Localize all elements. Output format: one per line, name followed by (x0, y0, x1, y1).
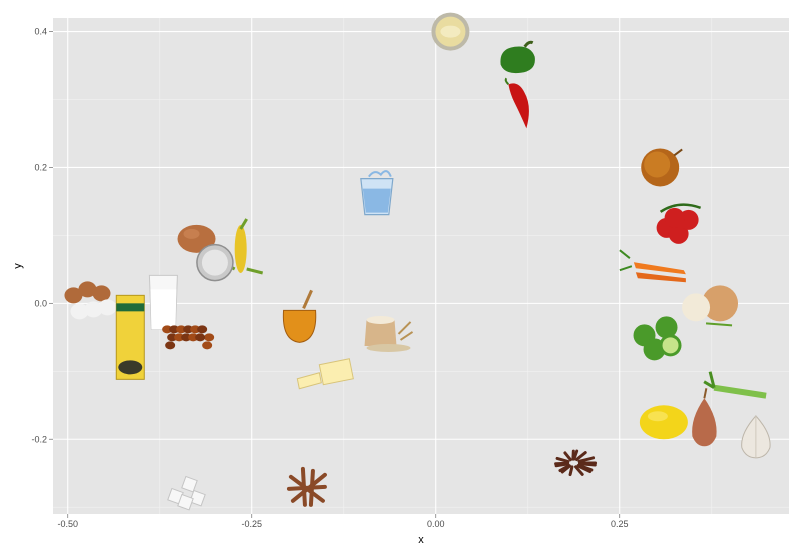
onions-marker (682, 285, 739, 327)
water-glass-marker (360, 170, 394, 216)
egg-marker (177, 224, 216, 253)
shallot-marker (692, 388, 717, 447)
x-tick-label: -0.25 (241, 519, 262, 529)
major-gridlines (53, 18, 789, 514)
celery-marker (703, 371, 767, 399)
x-tick-label: 0.00 (427, 519, 445, 529)
honey-marker (282, 289, 317, 343)
flour-marker (364, 315, 414, 352)
cloves-marker (554, 449, 598, 477)
lemon-marker (639, 405, 688, 440)
tomatoes-marker (656, 203, 702, 244)
sugar-cubes-marker (167, 475, 206, 511)
y-tick-label: 0.0 (34, 298, 47, 308)
garlic-marker (741, 415, 771, 459)
mayonnaise-marker (431, 12, 470, 51)
y-tick-label: 0.4 (34, 27, 47, 37)
raisins-marker (162, 325, 215, 350)
food-markers (64, 12, 771, 511)
onion-marker (641, 148, 683, 187)
y-tick-label: -0.2 (31, 434, 47, 444)
limes-marker (633, 316, 682, 361)
salt-marker (196, 243, 234, 282)
milk-marker (148, 274, 178, 330)
x-tick-label: -0.50 (57, 519, 78, 529)
green-pepper-marker (500, 40, 535, 74)
red-chili-marker (504, 77, 529, 129)
y-axis-title: y (12, 263, 24, 269)
axis-ticks: -0.50 -0.25 0.00 0.25 -0.2 0.0 0.2 0.4 (31, 27, 628, 529)
carrots-marker (619, 249, 686, 283)
butter-marker (296, 358, 354, 390)
x-tick-label: 0.25 (611, 519, 629, 529)
cinnamon-marker (286, 466, 327, 507)
eggs-marker (64, 281, 117, 320)
y-tick-label: 0.2 (34, 162, 47, 172)
buttermilk-marker (115, 294, 145, 380)
x-axis-title: x (418, 534, 424, 546)
